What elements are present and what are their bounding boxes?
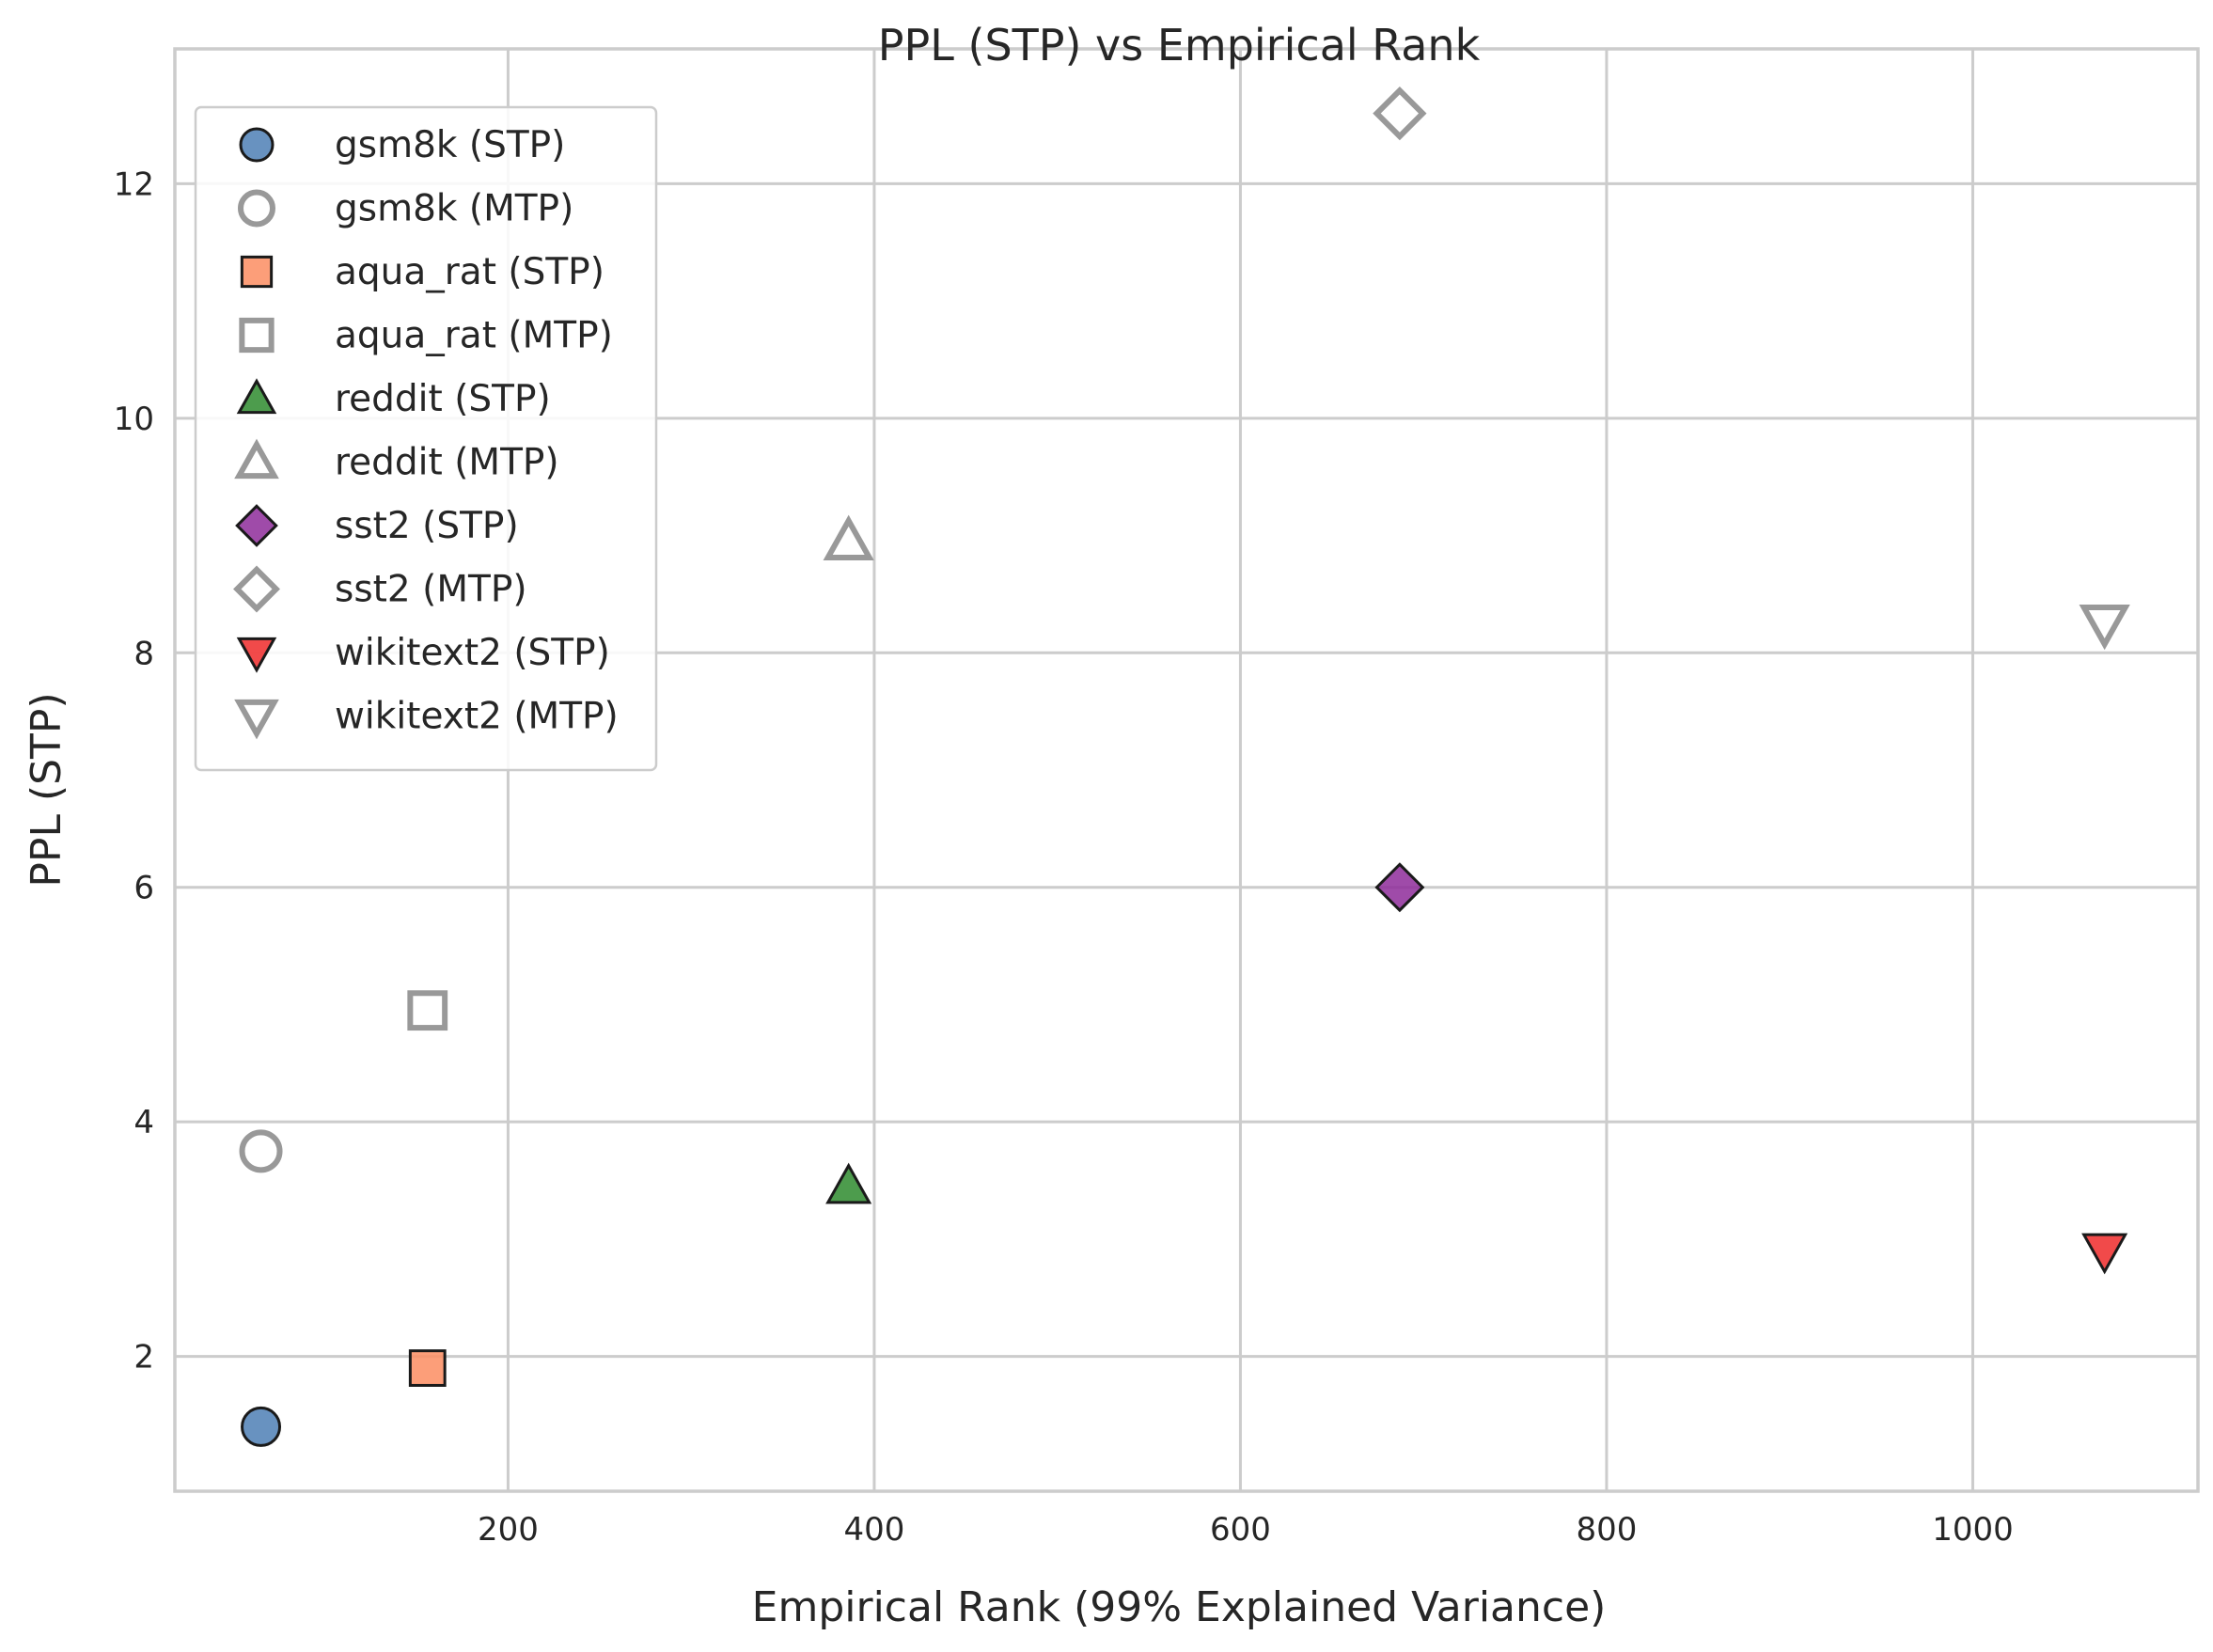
legend-marker (239, 317, 275, 354)
tick-labels: 200 400 600 800 1000 2 4 6 8 10 12 (114, 165, 2014, 1549)
data-points (239, 86, 2130, 1447)
x-axis-title: Empirical Rank (99% Explained Variance) (752, 1583, 1607, 1631)
legend-label: sst2 (STP) (335, 505, 519, 547)
x-tick-label: 400 (843, 1511, 904, 1549)
data-point-aqua-rat-mtp (407, 990, 448, 1031)
legend-label: sst2 (MTP) (335, 569, 527, 611)
legend-marker (236, 378, 277, 415)
y-tick-label: 2 (133, 1339, 154, 1377)
y-tick-label: 12 (114, 165, 154, 203)
y-tick-label: 4 (133, 1104, 154, 1141)
legend-label: aqua_rat (STP) (335, 251, 604, 293)
plot-area-frame (173, 47, 2200, 1493)
legend-marker (239, 127, 275, 163)
legend-marker (240, 255, 274, 289)
legend-marker (233, 565, 280, 613)
data-point-wikitext2-mtp (2079, 604, 2130, 651)
data-point-wikitext2-stp (2081, 1233, 2128, 1275)
legend-label: wikitext2 (MTP) (335, 696, 619, 738)
y-axis-title: PPL (STP) (23, 692, 71, 887)
data-point-gsm8k-stp (241, 1406, 282, 1447)
legend-marker (238, 189, 275, 228)
data-point-reddit-mtp (823, 514, 874, 560)
y-tick-label: 6 (133, 870, 154, 907)
legend-label: gsm8k (MTP) (335, 188, 573, 230)
x-tick-label: 600 (1210, 1511, 1271, 1549)
legend-label: reddit (MTP) (335, 442, 559, 484)
legend-marker (234, 699, 279, 740)
data-point-aqua-rat-stp (408, 1349, 447, 1387)
legend-label: gsm8k (STP) (335, 124, 565, 166)
data-point-sst2-stp (1374, 862, 1425, 913)
y-tick-label: 10 (114, 401, 154, 438)
legend-marker (235, 504, 278, 547)
y-tick-label: 8 (133, 635, 154, 672)
legend-label: reddit (STP) (335, 378, 551, 420)
legend-label: wikitext2 (STP) (335, 632, 610, 674)
legend-box (194, 105, 658, 772)
legend: gsm8k (STP) gsm8k (MTP) aqua_rat (STP) aqua… (194, 105, 658, 772)
x-tick-label: 1000 (1932, 1511, 2014, 1549)
legend-marker (234, 438, 279, 480)
data-point-sst2-mtp (1373, 86, 1427, 141)
chart-title: PPL (STP) vs Empirical Rank (878, 20, 1481, 71)
x-tick-label: 800 (1577, 1511, 1638, 1549)
legend-label: aqua_rat (MTP) (335, 315, 613, 357)
data-point-reddit-stp (825, 1162, 872, 1204)
legend-marker (236, 637, 277, 673)
x-tick-label: 200 (478, 1511, 539, 1549)
data-point-gsm8k-mtp (239, 1129, 283, 1173)
